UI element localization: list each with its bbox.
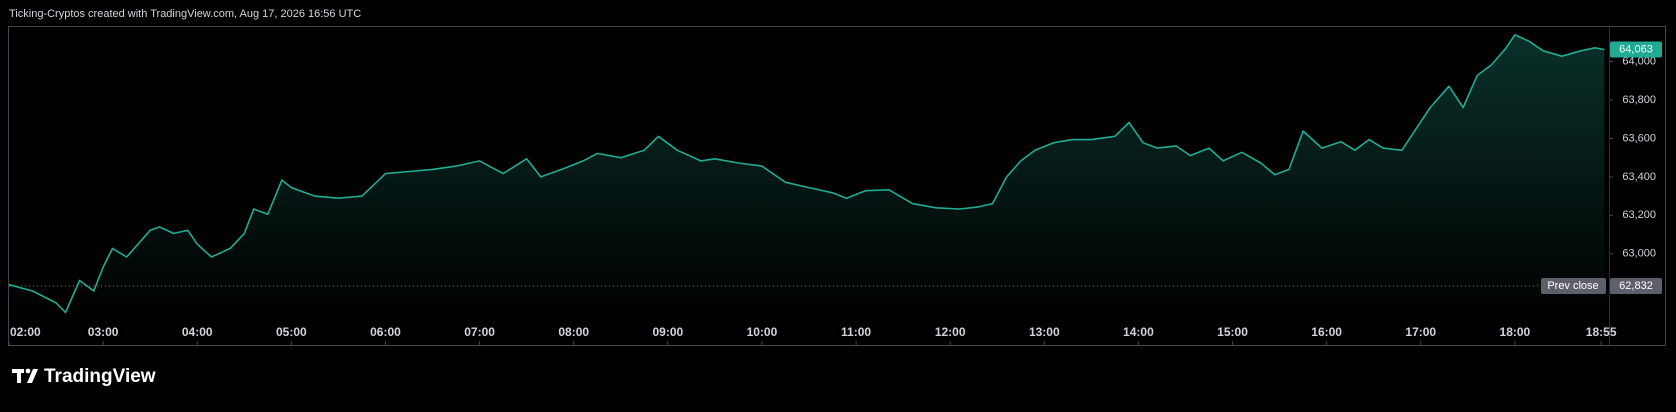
x-tick-label: 09:00 — [652, 325, 683, 339]
y-tick-label: 63,400 — [1622, 171, 1656, 183]
x-tick-label: 08:00 — [558, 325, 589, 339]
x-tick-label: 10:00 — [747, 325, 778, 339]
prev-close-value: 62,832 — [1619, 280, 1653, 292]
prev-close-name-tag — [1541, 278, 1606, 295]
x-tick-label: 03:00 — [88, 325, 119, 339]
x-tick-label: 02:00 — [10, 325, 41, 339]
x-tick-label: 05:00 — [276, 325, 307, 339]
brand-name: TradingView — [44, 366, 156, 387]
y-tick-label: 64,000 — [1622, 55, 1656, 67]
x-tick-label: 12:00 — [935, 325, 966, 339]
x-tick-label: 17:00 — [1405, 325, 1436, 339]
x-tick-label: 18:00 — [1500, 325, 1531, 339]
x-tick-label: 11:00 — [841, 325, 871, 339]
x-tick-label: 07:00 — [464, 325, 495, 339]
x-tick-label: 14:00 — [1123, 325, 1154, 339]
y-tick-label: 63,600 — [1622, 132, 1656, 144]
y-tick-label: 63,000 — [1622, 248, 1656, 260]
price-area — [9, 34, 1605, 322]
x-tick-label: 13:00 — [1029, 325, 1060, 339]
prev-close-tag — [1610, 278, 1662, 295]
x-tick-label: 16:00 — [1311, 325, 1342, 339]
prev-close-name: Prev close — [1547, 280, 1598, 292]
y-tick-label: 63,800 — [1622, 94, 1656, 106]
last-price-tag — [1610, 41, 1662, 58]
y-tick-label: 63,200 — [1622, 209, 1656, 221]
x-tick-label: 15:00 — [1217, 325, 1248, 339]
x-tick-label: 18:55 — [1586, 325, 1617, 339]
last-price-value: 64,063 — [1619, 43, 1653, 55]
header-text: Ticking-Cryptos created with TradingView… — [9, 8, 361, 20]
x-tick-label: 04:00 — [182, 325, 213, 339]
price-line — [8, 34, 1605, 314]
x-tick-label: 06:00 — [370, 325, 401, 339]
brand-logo — [12, 368, 38, 383]
chart-frame — [8, 26, 1666, 346]
